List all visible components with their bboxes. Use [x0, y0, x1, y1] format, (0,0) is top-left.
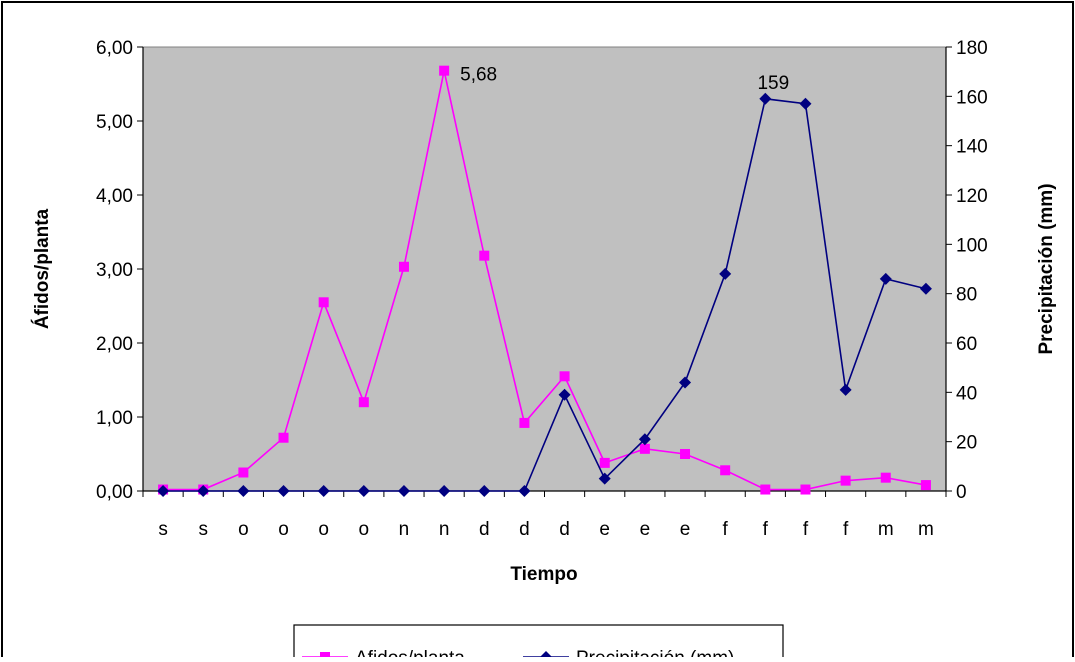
series-1-point: [839, 383, 852, 396]
series-1-point: [157, 485, 170, 497]
series-0-point: [358, 397, 369, 408]
x-tick-label: f: [723, 519, 729, 540]
x-tick-label: m: [878, 519, 894, 540]
series-0-point: [599, 457, 610, 468]
annotation-layer: 5,68 159: [460, 65, 789, 94]
x-tick-label: d: [559, 519, 570, 540]
x-tick-label: n: [399, 519, 410, 540]
series-1-point: [598, 472, 611, 485]
series-1-point: [719, 267, 732, 280]
x-tick-label: d: [519, 519, 530, 540]
series-1-point: [397, 485, 410, 497]
series-1-point: [919, 282, 932, 295]
x-tick-label: n: [439, 519, 450, 540]
x-axis-title: Tiempo: [510, 564, 577, 585]
y-left-tick-label: 0,00: [96, 482, 133, 503]
data-label: 5,68: [460, 65, 497, 86]
x-tick-label: e: [640, 519, 651, 540]
series-0-point: [639, 443, 650, 454]
series-1-point: [478, 485, 491, 497]
y-right-tick-label: 100: [956, 235, 988, 256]
y-right-tick-label: 120: [956, 186, 988, 207]
series-0-point: [439, 65, 450, 76]
series-layer: [157, 65, 932, 497]
series-1-point: [277, 485, 290, 497]
y-left-tick-label: 2,00: [96, 334, 133, 355]
legend: Afidos/planta Precipitación (mm): [293, 624, 784, 662]
x-tick-label: o: [318, 519, 329, 540]
x-tick-label: s: [158, 519, 168, 540]
x-tick-label: f: [843, 519, 849, 540]
series-0-point: [880, 472, 891, 483]
series-0-point: [559, 371, 570, 382]
y-left-tick-label: 5,00: [96, 112, 133, 133]
y-right-tick-label: 40: [956, 383, 977, 404]
y-left-tick-label: 3,00: [96, 260, 133, 281]
y-left-tick-label: 6,00: [96, 38, 133, 59]
x-tick-label: d: [479, 519, 490, 540]
legend-box: [293, 624, 784, 662]
y-right-tick-label: 80: [956, 285, 977, 306]
x-tick-label: f: [763, 519, 769, 540]
series-1-point: [638, 433, 651, 446]
y-right-tick-label: 160: [956, 87, 988, 108]
axes-layer: 0,00 1,00 2,00 3,00 4,00 5,00 6,00 0 20 40 60 80 100…: [96, 38, 988, 540]
x-tick-label: o: [238, 519, 249, 540]
series-0-point: [800, 484, 811, 495]
series-0-point: [840, 475, 851, 486]
y-left-tick-label: 4,00: [96, 186, 133, 207]
series-1-point: [679, 376, 692, 389]
y-right-tick-label: 140: [956, 137, 988, 158]
plot-area: [142, 46, 947, 492]
x-tick-label: e: [680, 519, 691, 540]
data-label: 159: [757, 73, 789, 94]
y-axis-right-title: Precipitación (mm): [1036, 183, 1057, 354]
series-1-point: [438, 485, 451, 497]
series-0-point: [238, 467, 249, 478]
x-tick-label: m: [918, 519, 934, 540]
series-1-point: [518, 485, 531, 497]
series-1-point: [357, 485, 370, 497]
y-right-tick-label: 0: [956, 482, 967, 503]
series-0-point: [720, 465, 731, 476]
series-0-point: [479, 250, 490, 261]
series-0-point: [920, 480, 931, 491]
series-1-point: [558, 388, 571, 401]
series-1-point: [197, 485, 210, 497]
y-right-tick-label: 60: [956, 334, 977, 355]
series-line-1: [163, 97, 927, 492]
x-tick-label: e: [599, 519, 610, 540]
series-0-point: [680, 449, 691, 459]
legend-label-afidos: Afidos/planta: [355, 648, 465, 657]
x-tick-label: f: [803, 519, 809, 540]
series-0-point: [278, 432, 289, 443]
series-0-point: [398, 261, 409, 272]
series-0-point: [318, 297, 329, 308]
x-tick-label: s: [198, 519, 208, 540]
y-left-tick-label: 1,00: [96, 408, 133, 429]
series-1-point: [879, 272, 892, 285]
series-0-point: [760, 484, 771, 495]
x-tick-label: o: [278, 519, 289, 540]
series-1-point: [799, 97, 812, 110]
x-tick-label: o: [359, 519, 370, 540]
y-axis-left-title: Áfidos/planta: [31, 208, 53, 329]
series-1-point: [759, 92, 772, 105]
legend-marker-afidos: [320, 652, 330, 662]
y-right-tick-label: 180: [956, 38, 988, 59]
y-right-tick-label: 20: [956, 433, 977, 454]
series-line-0: [163, 70, 927, 491]
series-1-point: [237, 485, 250, 497]
series-0-point: [519, 417, 530, 428]
legend-label-precip: Precipitación (mm): [576, 648, 734, 657]
series-1-point: [317, 485, 330, 497]
